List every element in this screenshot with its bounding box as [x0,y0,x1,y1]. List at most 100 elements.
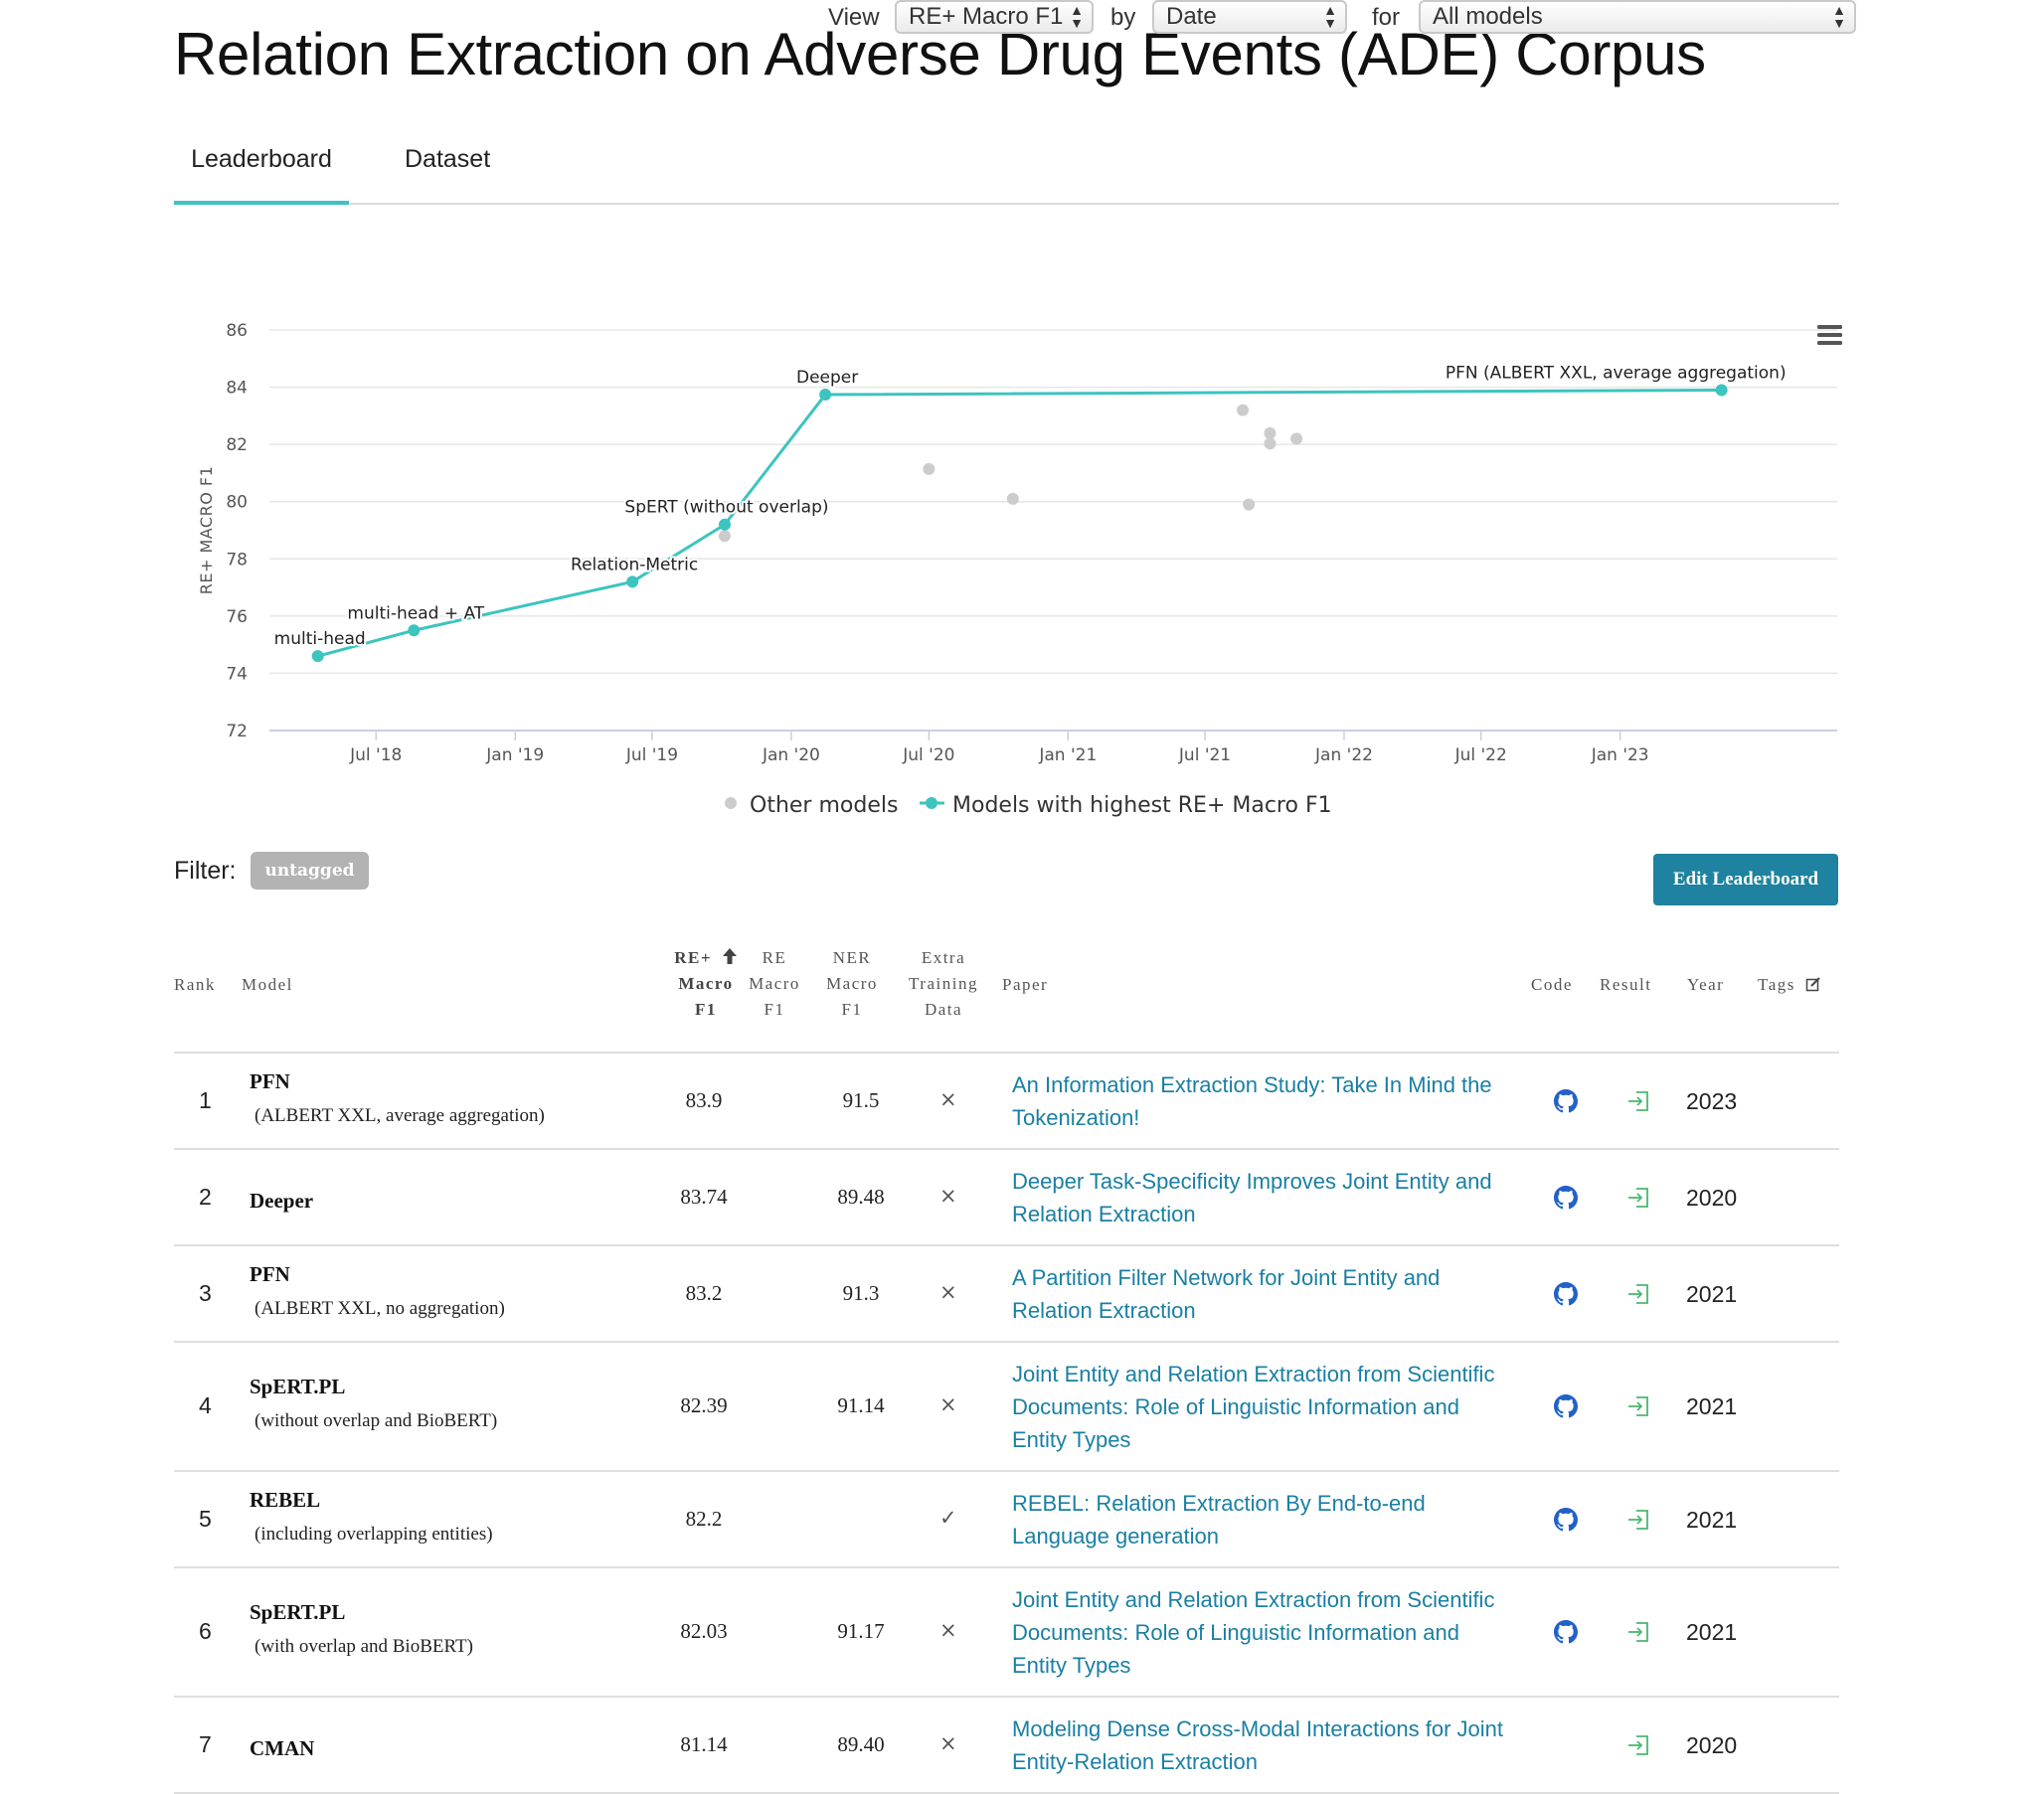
re-plus-value: 81.14 [680,1731,728,1756]
model-cell[interactable]: REBEL (including overlapping entities) [250,1484,493,1550]
best-model-point [311,650,324,663]
paper-link[interactable]: REBEL: Relation Extraction By End-to-end… [1012,1487,1529,1552]
row-divider [174,1341,1839,1343]
model-name: SpERT.PL [250,1375,346,1398]
year-cell: 2021 [1686,1506,1738,1533]
github-icon[interactable] [1554,1185,1578,1210]
header-extra-training-data[interactable]: Extra Training Data [895,945,992,1023]
axis-select[interactable]: Date ▲ ▼ [1152,0,1347,34]
year-cell: 2023 [1686,1087,1738,1114]
extra-training-data-mark: × [939,1618,957,1642]
other-model-point [1006,492,1019,505]
model-name: Deeper [250,1188,314,1213]
header-tags[interactable]: Tags [1758,972,1821,998]
re-plus-value: 83.2 [685,1280,723,1305]
best-models-line [317,388,1722,658]
header-re-plus-macro-f1[interactable]: RE+ Macro F1 [656,945,756,1023]
tab-bar: Leaderboard Dataset [174,139,1839,205]
edit-icon[interactable] [1805,976,1821,992]
paper-title-line: Entity Types [1012,1652,1131,1678]
metric-select[interactable]: RE+ Macro F1 ▲ ▼ [895,0,1094,34]
other-model-point [1264,437,1277,450]
result-enter-icon[interactable] [1626,1186,1650,1210]
best-model-point [718,518,731,531]
rank-cell: 1 [199,1086,212,1113]
header-line: Extra [921,948,966,967]
legend-other-label: Other models [750,793,898,818]
select-arrows-icon: ▲ ▼ [1832,2,1846,31]
ner-value: 91.5 [842,1087,880,1112]
row-divider [174,1148,1839,1150]
paper-link[interactable]: Joint Entity and Relation Extraction fro… [1012,1358,1529,1456]
models-select[interactable]: All models ▲ ▼ [1419,0,1856,34]
github-icon[interactable] [1554,1281,1578,1306]
tag-filter-untagged[interactable]: untagged [251,852,369,890]
result-enter-icon[interactable] [1626,1620,1650,1644]
header-line: RE [762,948,787,967]
extra-training-data-mark: × [939,1183,957,1208]
y-tick-label: 86 [226,321,248,341]
edit-leaderboard-button[interactable]: Edit Leaderboard [1653,854,1838,905]
y-tick-label: 82 [226,435,248,455]
models-select-value: All models [1433,3,1543,30]
tab-leaderboard[interactable]: Leaderboard [174,139,349,205]
model-details: (including overlapping entities) [255,1523,493,1545]
paper-title-line: Documents: Role of Linguistic Informatio… [1012,1393,1460,1419]
menu-bar [1817,333,1842,337]
row-divider [174,1470,1839,1472]
best-model-point [819,389,832,402]
paper-link[interactable]: A Partition Filter Network for Joint Ent… [1012,1261,1529,1327]
header-ner-macro-f1[interactable]: NER Macro F1 [816,945,888,1023]
model-details: (ALBERT XXL, average aggregation) [255,1104,545,1126]
tab-dataset[interactable]: Dataset [405,145,491,173]
paper-link[interactable]: Deeper Task-Specificity Improves Joint E… [1012,1165,1529,1230]
paper-title-line: Relation Extraction [1012,1201,1196,1226]
github-icon[interactable] [1554,1394,1578,1418]
model-name: PFN [250,1068,290,1093]
year-cell: 2021 [1686,1280,1738,1307]
model-cell[interactable]: SpERT.PL (without overlap and BioBERT) [250,1371,497,1437]
paper-link[interactable]: An Information Extraction Study: Take In… [1012,1068,1529,1134]
header-tags-label: Tags [1758,975,1795,994]
header-re-macro-f1[interactable]: RE Macro F1 [740,945,809,1023]
re-plus-value: 82.39 [680,1393,728,1417]
github-icon[interactable] [1554,1088,1578,1113]
re-plus-value: 83.74 [680,1184,728,1209]
result-enter-icon[interactable] [1626,1733,1650,1757]
github-icon[interactable] [1554,1507,1578,1532]
re-plus-value: 83.9 [685,1087,723,1112]
year-cell: 2021 [1686,1619,1738,1645]
header-result: Result [1600,975,1652,994]
model-cell[interactable]: CMAN [250,1732,314,1765]
point-label: multi-head + AT [347,603,484,623]
result-enter-icon[interactable] [1626,1394,1650,1418]
model-cell[interactable]: SpERT.PL (with overlap and BioBERT) [250,1596,473,1663]
header-line: Training [909,974,978,993]
rank-cell: 4 [199,1392,212,1418]
paper-link[interactable]: Modeling Dense Cross-Modal Interactions … [1012,1712,1529,1778]
x-tick-label: Jan '22 [1314,745,1373,765]
result-enter-icon[interactable] [1626,1282,1650,1306]
rank-cell: 2 [199,1183,212,1210]
paper-title-line: An Information Extraction Study: Take In… [1012,1071,1492,1097]
github-icon[interactable] [1554,1620,1578,1644]
paper-title-line: Joint Entity and Relation Extraction fro… [1012,1361,1495,1386]
model-cell[interactable]: PFN (ALBERT XXL, average aggregation) [250,1065,545,1132]
y-tick-label: 74 [226,664,248,684]
header-line: F1 [764,1000,785,1019]
x-tick-label: Jan '19 [485,745,544,765]
result-enter-icon[interactable] [1626,1089,1650,1113]
result-enter-icon[interactable] [1626,1508,1650,1532]
hamburger-menu-icon[interactable] [1817,325,1842,345]
header-rank: Rank [174,975,216,994]
paper-link[interactable]: Joint Entity and Relation Extraction fro… [1012,1583,1529,1682]
model-cell[interactable]: PFN (ALBERT XXL, no aggregation) [250,1258,505,1325]
model-cell[interactable]: Deeper [250,1185,313,1218]
header-year: Year [1687,975,1725,994]
view-label: View [828,4,880,31]
header-line: F1 [695,1000,717,1019]
year-cell: 2020 [1686,1731,1738,1758]
row-divider [174,1566,1839,1568]
rank-cell: 5 [199,1505,212,1532]
for-label: for [1372,4,1401,31]
